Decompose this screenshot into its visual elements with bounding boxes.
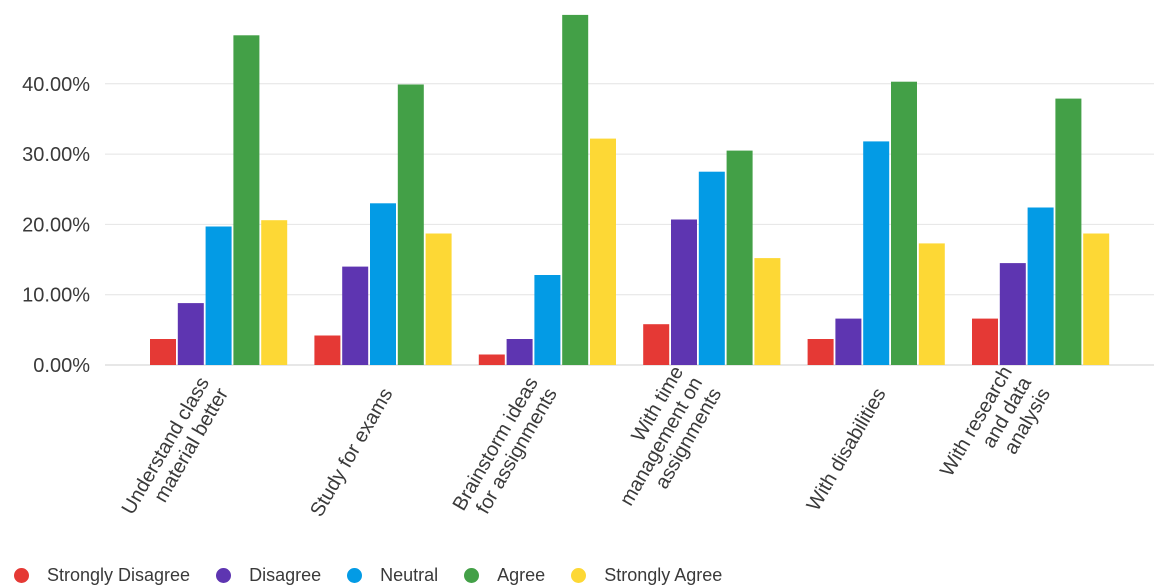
legend-swatch — [347, 567, 363, 583]
bar[interactable] — [726, 150, 753, 365]
bar[interactable] — [478, 354, 505, 366]
bar[interactable] — [698, 171, 725, 365]
bar[interactable] — [425, 233, 452, 366]
x-category-label: Understand classmaterial better — [118, 373, 234, 529]
bar[interactable] — [1083, 233, 1110, 366]
x-category-label: Study for exams — [306, 385, 397, 521]
bar[interactable] — [506, 339, 533, 365]
bar[interactable] — [999, 263, 1026, 365]
legend-item[interactable]: Neutral — [347, 565, 438, 586]
bar[interactable] — [643, 324, 670, 365]
bar[interactable] — [342, 266, 369, 365]
bar[interactable] — [754, 258, 781, 365]
x-category-label: With disabilities — [803, 385, 891, 515]
legend-label: Disagree — [249, 564, 322, 585]
bar[interactable] — [972, 318, 998, 365]
legend-swatch — [14, 567, 29, 583]
x-category-label-line: With disabilities — [803, 385, 891, 515]
bar[interactable] — [1027, 207, 1054, 366]
y-axis-ticks: 0.00% 10.00% 20.00% 30.00% 40.00% — [22, 74, 90, 377]
bars — [150, 14, 1110, 366]
x-category-label: With timemanagement onassignments — [597, 363, 726, 521]
bar[interactable] — [590, 138, 616, 365]
bar-chart: 0.00% 10.00% 20.00% 30.00% 40.00% Understand… — [22, 14, 1154, 529]
legend-item[interactable]: Disagree — [216, 565, 321, 586]
bar[interactable] — [177, 303, 204, 365]
legend-item[interactable]: Agree — [464, 565, 545, 586]
bar[interactable] — [835, 318, 862, 365]
legend-item[interactable]: Strongly Agree — [571, 565, 722, 586]
legend-swatch — [216, 567, 232, 583]
bar[interactable] — [671, 219, 697, 366]
x-category-label-line: Study for exams — [306, 385, 397, 521]
bar[interactable] — [370, 203, 396, 365]
legend-swatch — [464, 567, 480, 583]
bar[interactable] — [150, 339, 176, 365]
bar[interactable] — [314, 335, 341, 366]
x-category-label: With researchand dataanalysis — [936, 362, 1055, 503]
bar[interactable] — [1055, 98, 1082, 365]
bar[interactable] — [891, 81, 917, 365]
bar[interactable] — [261, 220, 288, 365]
x-category-label: Brainstorm ideasfor assignments — [449, 374, 562, 526]
y-tick-label: 40.00% — [22, 74, 90, 96]
legend-item[interactable]: Strongly Disagree — [14, 565, 190, 586]
legend-label: Agree — [497, 564, 546, 585]
bar[interactable] — [918, 243, 945, 365]
legend-label: Strongly Disagree — [47, 564, 191, 585]
y-tick-label: 30.00% — [22, 144, 90, 166]
x-axis-labels: Understand classmaterial better Study for… — [118, 362, 1055, 529]
bar[interactable] — [863, 141, 890, 365]
y-tick-label: 20.00% — [22, 214, 90, 236]
bar[interactable] — [397, 84, 424, 366]
bar[interactable] — [205, 226, 232, 366]
bar[interactable] — [233, 35, 260, 366]
legend: Strongly Disagree Disagree Neutral Agree Str… — [14, 563, 748, 587]
legend-label: Neutral — [380, 564, 439, 585]
y-tick-label: 0.00% — [33, 355, 90, 377]
bar[interactable] — [562, 14, 589, 366]
y-tick-label: 10.00% — [22, 285, 90, 307]
bar[interactable] — [534, 275, 561, 365]
legend-label: Strongly Agree — [604, 564, 723, 585]
bar[interactable] — [807, 339, 834, 365]
legend-swatch — [571, 567, 587, 583]
